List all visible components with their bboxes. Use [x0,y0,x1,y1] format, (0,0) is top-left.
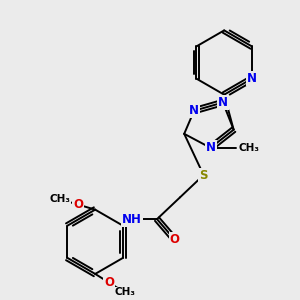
Text: O: O [74,198,83,211]
Text: N: N [247,72,257,85]
Text: CH₃: CH₃ [114,287,135,298]
Text: CH₃: CH₃ [238,143,259,153]
Text: S: S [199,169,208,182]
Text: N: N [189,104,199,117]
Text: NH: NH [122,213,142,226]
Text: CH₃: CH₃ [50,194,71,204]
Text: O: O [170,233,180,246]
Text: N: N [218,96,228,109]
Text: O: O [104,276,114,289]
Text: N: N [206,141,216,154]
